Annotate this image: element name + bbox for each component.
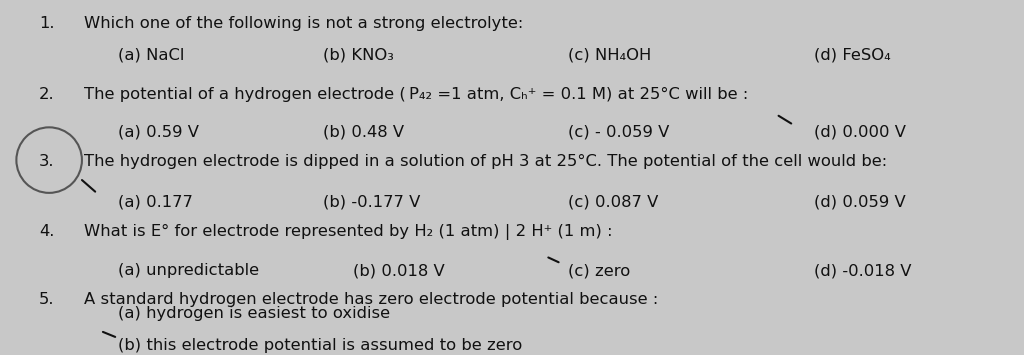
Text: 2.: 2.	[39, 87, 54, 102]
Text: (c) 0.087 V: (c) 0.087 V	[568, 194, 658, 209]
Text: (b) 0.018 V: (b) 0.018 V	[353, 263, 445, 278]
Text: (c) NH₄OH: (c) NH₄OH	[568, 48, 651, 63]
Text: A standard hydrogen electrode has zero electrode potential because :: A standard hydrogen electrode has zero e…	[84, 292, 658, 307]
Text: What is E° for electrode represented by H₂ (1 atm) | 2 H⁺ (1 m) :: What is E° for electrode represented by …	[84, 224, 612, 240]
Text: (c) zero: (c) zero	[568, 263, 631, 278]
Text: The potential of a hydrogen electrode ( P₄₂ =1 atm, Cₕ⁺ = 0.1 M) at 25°C will be: The potential of a hydrogen electrode ( …	[84, 87, 749, 102]
Text: (a) unpredictable: (a) unpredictable	[118, 263, 259, 278]
Text: The hydrogen electrode is dipped in a solution of pH 3 at 25°C. The potential of: The hydrogen electrode is dipped in a so…	[84, 154, 887, 169]
Text: 3.: 3.	[39, 154, 54, 169]
Text: 1.: 1.	[39, 16, 54, 31]
Text: (a) hydrogen is easiest to oxidise: (a) hydrogen is easiest to oxidise	[118, 306, 390, 321]
Text: (c) - 0.059 V: (c) - 0.059 V	[568, 125, 670, 140]
Text: (b) KNO₃: (b) KNO₃	[323, 48, 393, 63]
Text: (d) 0.059 V: (d) 0.059 V	[814, 194, 906, 209]
Text: (b) 0.48 V: (b) 0.48 V	[323, 125, 403, 140]
Text: 4.: 4.	[39, 224, 54, 239]
Text: (b) -0.177 V: (b) -0.177 V	[323, 194, 420, 209]
Text: (d) -0.018 V: (d) -0.018 V	[814, 263, 911, 278]
Text: (a) 0.59 V: (a) 0.59 V	[118, 125, 199, 140]
Text: Which one of the following is not a strong electrolyte:: Which one of the following is not a stro…	[84, 16, 523, 31]
Text: (a) 0.177: (a) 0.177	[118, 194, 193, 209]
Text: 5.: 5.	[39, 292, 54, 307]
Text: (b) this electrode potential is assumed to be zero: (b) this electrode potential is assumed …	[118, 338, 522, 353]
Text: (d) 0.000 V: (d) 0.000 V	[814, 125, 906, 140]
Text: (a) NaCl: (a) NaCl	[118, 48, 184, 63]
Text: (d) FeSO₄: (d) FeSO₄	[814, 48, 891, 63]
